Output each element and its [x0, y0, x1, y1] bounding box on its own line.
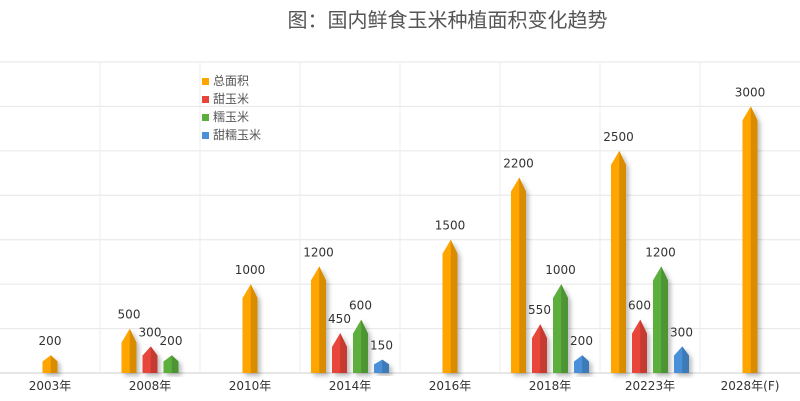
data-label: 2500 [603, 130, 634, 144]
bar-shade-总面积-2018年 [519, 177, 526, 373]
bar-shade-总面积-2014年 [319, 266, 326, 373]
data-label: 500 [118, 308, 141, 322]
legend-label: 甜糯玉米 [213, 128, 261, 142]
bar-shade-甜玉米-20223年 [640, 319, 647, 373]
chart-title: 图：国内鲜食玉米种植面积变化趋势 [287, 8, 608, 32]
data-label: 150 [370, 339, 393, 353]
x-axis-ticks: 2003年 2008年 2010年 2014年 2016年 2018年 20223年 2028… [29, 379, 780, 393]
data-label: 200 [570, 334, 593, 348]
x-tick-label: 2018年 [529, 379, 572, 393]
data-label: 1200 [303, 245, 334, 259]
data-label: 200 [160, 334, 183, 348]
bar-shade-甜玉米-2008年 [150, 346, 158, 373]
bar-shade-甜玉米-2014年 [340, 333, 347, 373]
x-tick-label: 2016年 [429, 379, 472, 393]
bar-shade-糯玉米-2018年 [561, 284, 568, 373]
data-label: 300 [670, 325, 693, 339]
data-label: 3000 [735, 85, 766, 99]
x-tick-label: 2008年 [129, 379, 172, 393]
legend-swatch [202, 78, 209, 85]
legend-swatch [202, 132, 209, 139]
bar-shade-总面积-2008年 [129, 328, 137, 373]
bar-shade-甜糯玉米-20223年 [682, 346, 689, 373]
data-labels: 2005003002001000120045060015015002200550… [39, 85, 766, 352]
legend-swatch [202, 96, 209, 103]
data-label: 2200 [503, 157, 534, 171]
data-label: 450 [328, 312, 351, 326]
bar-shade-甜糯玉米-2018年 [582, 355, 589, 373]
x-tick-label: 2003年 [29, 379, 72, 393]
x-tick-label: 2014年 [329, 379, 372, 393]
x-tick-label: 2028年(F) [721, 379, 780, 393]
bar-shade-总面积-2003年 [50, 355, 58, 373]
legend-label: 甜玉米 [213, 92, 249, 106]
data-label: 300 [139, 325, 162, 339]
bar-shade-总面积-20223年 [619, 150, 626, 373]
data-label: 1000 [235, 263, 266, 277]
data-label: 1200 [645, 245, 676, 259]
legend-label: 总面积 [213, 74, 249, 88]
x-tick-label: 2010年 [229, 379, 272, 393]
data-label: 600 [628, 299, 651, 313]
data-label: 200 [39, 334, 62, 348]
bar-shade-甜糯玉米-2014年 [382, 359, 389, 373]
bars-group [42, 106, 758, 373]
bar-shade-甜玉米-2018年 [540, 324, 547, 373]
bar-shade-总面积-2016年 [450, 239, 458, 373]
data-label: 1000 [545, 263, 576, 277]
grid-lines [0, 61, 800, 374]
bar-shade-总面积-2028年(F) [750, 106, 758, 373]
legend-label: 糯玉米 [213, 110, 249, 124]
x-tick-label: 20223年 [625, 379, 675, 393]
data-label: 600 [349, 299, 372, 313]
data-label: 550 [528, 303, 551, 317]
bar-shade-总面积-2010年 [250, 284, 258, 373]
bar-shade-糯玉米-2014年 [361, 319, 368, 373]
bar-shade-糯玉米-2008年 [171, 355, 179, 373]
legend-swatch [202, 114, 209, 121]
data-label: 1500 [435, 219, 466, 233]
bar-shade-糯玉米-20223年 [661, 266, 668, 373]
